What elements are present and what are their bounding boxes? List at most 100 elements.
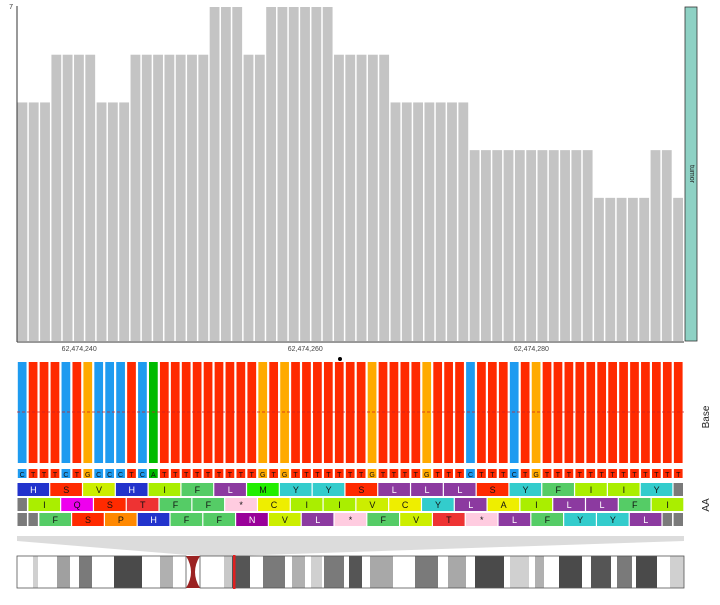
base-bar[interactable] [28, 362, 38, 463]
base-bar[interactable] [356, 362, 366, 463]
coverage-bar[interactable] [401, 102, 412, 342]
aa-cell[interactable] [607, 483, 640, 496]
chromosome-ideogram[interactable] [16, 555, 685, 589]
base-bar[interactable] [313, 362, 322, 463]
aa-cell[interactable] [575, 483, 607, 496]
base-bar[interactable] [116, 362, 125, 463]
aa-cell[interactable] [214, 483, 246, 496]
base-bar[interactable] [83, 362, 93, 463]
base-bar[interactable] [575, 362, 585, 463]
coverage-bar[interactable] [627, 197, 638, 341]
aa-cell[interactable] [50, 483, 82, 496]
coverage-bar[interactable] [254, 54, 265, 342]
aa-cell[interactable] [192, 498, 225, 511]
base-bar[interactable] [630, 362, 639, 463]
coverage-bar[interactable] [153, 54, 163, 342]
aa-cell[interactable] [531, 513, 564, 526]
base-bar[interactable] [531, 362, 541, 463]
aa-cell[interactable] [476, 483, 509, 496]
aa-cell[interactable] [454, 498, 487, 511]
coverage-bar[interactable] [537, 150, 548, 341]
base-bar[interactable] [94, 362, 104, 463]
base-bar[interactable] [149, 362, 158, 463]
coverage-bar[interactable] [40, 102, 50, 342]
base-bar[interactable] [422, 362, 432, 463]
coverage-bar[interactable] [548, 150, 559, 341]
base-bar[interactable] [400, 362, 410, 463]
base-bar[interactable] [225, 362, 235, 463]
aa-cell[interactable] [443, 483, 476, 496]
base-bar[interactable] [39, 362, 49, 463]
base-bar[interactable] [214, 362, 224, 463]
coverage-bar[interactable] [277, 7, 288, 341]
base-bar[interactable] [652, 362, 661, 463]
base-bar[interactable] [389, 362, 399, 463]
coverage-bar[interactable] [492, 150, 503, 341]
coverage-bar[interactable] [209, 7, 220, 341]
coverage-bar[interactable] [435, 102, 446, 342]
aa-cell[interactable] [465, 513, 498, 526]
aa-cell[interactable] [520, 498, 553, 511]
aa-cell[interactable] [148, 483, 181, 496]
base-bar[interactable] [553, 362, 563, 463]
aa-cell[interactable] [389, 498, 421, 511]
base-bar[interactable] [586, 362, 596, 463]
base-bar[interactable] [487, 362, 497, 463]
aa-cell[interactable] [411, 483, 443, 496]
coverage-bar[interactable] [51, 54, 62, 342]
base-bar[interactable] [291, 362, 300, 463]
coverage-bar[interactable] [526, 150, 537, 341]
base-bar[interactable] [520, 362, 530, 463]
base-bar[interactable] [138, 362, 147, 463]
coverage-bar[interactable] [17, 102, 28, 342]
aa-cell[interactable] [83, 483, 115, 496]
base-bar[interactable] [170, 362, 180, 463]
aa-cell[interactable] [28, 498, 61, 511]
aa-cell[interactable] [564, 513, 596, 526]
coverage-bar[interactable] [594, 197, 604, 341]
coverage-bar[interactable] [141, 54, 152, 342]
coverage-bar[interactable] [243, 54, 254, 342]
base-bar[interactable] [597, 362, 607, 463]
base-bar[interactable] [127, 362, 136, 463]
aa-cell[interactable] [553, 498, 585, 511]
base-bar[interactable] [608, 362, 617, 463]
coverage-bar[interactable] [560, 150, 570, 341]
coverage-bar[interactable] [220, 7, 231, 341]
aa-cell[interactable] [279, 483, 312, 496]
base-bar[interactable] [367, 362, 377, 463]
coverage-bar[interactable] [650, 150, 661, 341]
aa-cell[interactable] [94, 498, 126, 511]
aa-cell[interactable] [104, 513, 137, 526]
base-bar[interactable] [247, 362, 257, 463]
aa-cell[interactable] [542, 483, 574, 496]
base-bar[interactable] [433, 362, 443, 463]
coverage-bar[interactable] [187, 54, 197, 342]
aa-cell[interactable] [170, 513, 203, 526]
coverage-bar[interactable] [447, 102, 457, 342]
coverage-bar[interactable] [514, 150, 525, 341]
aa-cell[interactable] [312, 483, 345, 496]
base-bar[interactable] [411, 362, 421, 463]
aa-cell[interactable] [258, 498, 290, 511]
coverage-bar[interactable] [639, 197, 650, 341]
coverage-bar[interactable] [469, 150, 480, 341]
base-bar[interactable] [345, 362, 355, 463]
aa-cell[interactable] [323, 498, 356, 511]
aa-cell[interactable] [290, 498, 323, 511]
coverage-bar[interactable] [616, 197, 627, 341]
coverage-bar[interactable] [62, 54, 73, 342]
aa-cell[interactable] [586, 498, 618, 511]
base-bar[interactable] [619, 362, 628, 463]
coverage-bar[interactable] [582, 150, 593, 341]
aa-cell[interactable] [159, 498, 192, 511]
aa-cell[interactable] [640, 483, 673, 496]
aa-cell[interactable] [345, 483, 378, 496]
coverage-bar[interactable] [367, 54, 378, 342]
coverage-bar[interactable] [288, 7, 299, 341]
aa-cell[interactable] [225, 498, 257, 511]
coverage-bar[interactable] [571, 150, 582, 341]
base-bar[interactable] [50, 362, 60, 463]
base-bar[interactable] [662, 362, 672, 463]
coverage-bar[interactable] [503, 150, 514, 341]
